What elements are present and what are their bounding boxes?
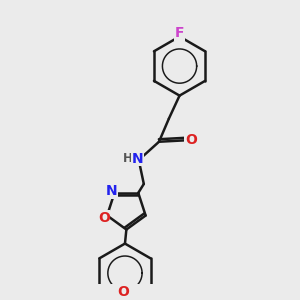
Text: H: H: [123, 152, 133, 165]
Text: N: N: [132, 152, 143, 166]
Text: O: O: [117, 285, 129, 298]
Text: N: N: [105, 184, 117, 199]
Text: O: O: [98, 211, 110, 225]
Text: O: O: [185, 133, 197, 147]
Text: F: F: [175, 26, 184, 40]
